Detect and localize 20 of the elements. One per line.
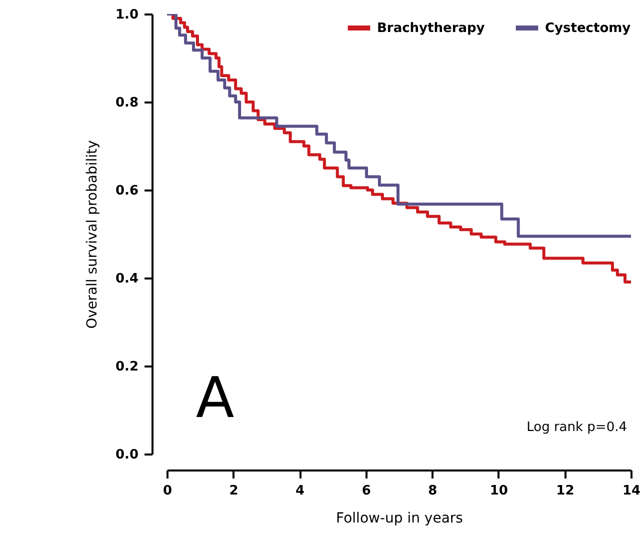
y-tick-label: 0.6 (115, 184, 138, 198)
annotation: A (196, 366, 234, 431)
y-tick-label: 1.0 (115, 8, 138, 22)
y-tick-label: 0.8 (115, 96, 138, 110)
y-tick-label: 0.0 (115, 448, 138, 462)
x-tick-label: 12 (556, 484, 574, 498)
annotation: Log rank p=0.4 (526, 420, 627, 435)
legend-label: Cystectomy (545, 21, 632, 36)
y-tick-label: 0.4 (115, 272, 138, 286)
y-axis-title: Overall survival probability (84, 140, 100, 329)
x-tick-label: 10 (490, 484, 508, 498)
x-tick-label: 0 (162, 484, 172, 498)
x-tick-label: 6 (362, 484, 371, 498)
x-tick-label: 14 (622, 484, 641, 498)
x-axis-title: Follow-up in years (336, 510, 463, 526)
x-tick-label: 4 (296, 484, 305, 498)
x-tick-label: 2 (229, 484, 238, 498)
y-tick-label: 0.2 (115, 360, 138, 374)
legend-label: Brachytherapy (377, 21, 486, 36)
x-tick-label: 8 (428, 484, 438, 498)
